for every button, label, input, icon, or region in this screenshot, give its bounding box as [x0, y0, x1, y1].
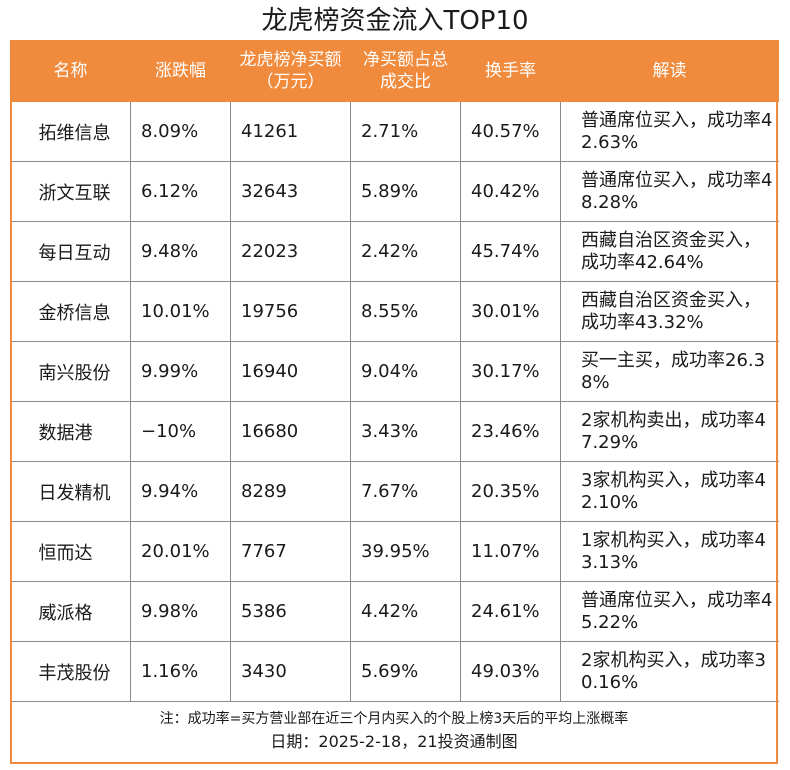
- change-pct: 1.16%: [130, 641, 231, 702]
- stock-name: 每日互动: [10, 221, 131, 282]
- stock-name: 威派格: [10, 581, 131, 642]
- date-source-line: 日期：2025-2-18，21投资通制图: [270, 732, 518, 751]
- turnover-rate: 40.42%: [460, 161, 561, 222]
- interpretation: 2家机构卖出，成功率47.29%: [560, 401, 779, 462]
- net-buy-ratio: 5.69%: [350, 641, 461, 702]
- table-row: 拓维信息 8.09% 41261 2.71% 40.57% 普通席位买入，成功率…: [10, 101, 779, 162]
- turnover-rate: 23.46%: [460, 401, 561, 462]
- net-buy: 7767: [230, 521, 351, 582]
- stock-name: 丰茂股份: [10, 641, 131, 702]
- page-title: 龙虎榜资金流入TOP10: [261, 6, 529, 36]
- table-header-row: 名称 涨跌幅 龙虎榜净买额（万元） 净买额占总成交比 换手率 解读: [10, 40, 779, 102]
- net-buy-ratio: 5.89%: [350, 161, 461, 222]
- table-row: 浙文互联 6.12% 32643 5.89% 40.42% 普通席位买入，成功率…: [10, 161, 779, 222]
- turnover-rate: 40.57%: [460, 101, 561, 162]
- turnover-rate: 45.74%: [460, 221, 561, 282]
- net-buy-ratio: 7.67%: [350, 461, 461, 522]
- column-header: 解读: [560, 40, 779, 102]
- stock-name: 数据港: [10, 401, 131, 462]
- net-buy: 16940: [230, 341, 351, 402]
- interpretation: 普通席位买入，成功率48.28%: [560, 161, 779, 222]
- net-buy: 16680: [230, 401, 351, 462]
- net-buy-ratio: 9.04%: [350, 341, 461, 402]
- turnover-rate: 20.35%: [460, 461, 561, 522]
- change-pct: 8.09%: [130, 101, 231, 162]
- turnover-rate: 11.07%: [460, 521, 561, 582]
- net-buy: 32643: [230, 161, 351, 222]
- net-buy-ratio: 39.95%: [350, 521, 461, 582]
- column-header: 名称: [10, 40, 131, 102]
- turnover-rate: 49.03%: [460, 641, 561, 702]
- net-buy: 19756: [230, 281, 351, 342]
- change-pct: −10%: [130, 401, 231, 462]
- stock-name: 南兴股份: [10, 341, 131, 402]
- turnover-rate: 30.17%: [460, 341, 561, 402]
- table-row: 数据港 −10% 16680 3.43% 23.46% 2家机构卖出，成功率47…: [10, 401, 779, 462]
- table-row: 丰茂股份 1.16% 3430 5.69% 49.03% 2家机构买入，成功率3…: [10, 641, 779, 702]
- net-buy-ratio: 2.71%: [350, 101, 461, 162]
- change-pct: 9.99%: [130, 341, 231, 402]
- change-pct: 10.01%: [130, 281, 231, 342]
- interpretation: 1家机构买入，成功率43.13%: [560, 521, 779, 582]
- interpretation: 2家机构买入，成功率30.16%: [560, 641, 779, 702]
- column-header: 净买额占总成交比: [350, 40, 461, 102]
- net-buy: 41261: [230, 101, 351, 162]
- stock-name: 拓维信息: [10, 101, 131, 162]
- interpretation: 3家机构买入，成功率42.10%: [560, 461, 779, 522]
- table-footer: 注：成功率=买方营业部在近三个月内买入的个股上榜3天后的平均上涨概率 日期：20…: [10, 702, 778, 754]
- stock-name: 恒而达: [10, 521, 131, 582]
- data-table: 名称 涨跌幅 龙虎榜净买额（万元） 净买额占总成交比 换手率 解读 拓维信息 8…: [10, 40, 779, 702]
- table-row: 金桥信息 10.01% 19756 8.55% 30.01% 西藏自治区资金买入…: [10, 281, 779, 342]
- change-pct: 9.98%: [130, 581, 231, 642]
- turnover-rate: 30.01%: [460, 281, 561, 342]
- table-row: 日发精机 9.94% 8289 7.67% 20.35% 3家机构买入，成功率4…: [10, 461, 779, 522]
- table-row: 恒而达 20.01% 7767 39.95% 11.07% 1家机构买入，成功率…: [10, 521, 779, 582]
- net-buy-ratio: 4.42%: [350, 581, 461, 642]
- footnote: 注：成功率=买方营业部在近三个月内买入的个股上榜3天后的平均上涨概率: [159, 711, 629, 727]
- change-pct: 6.12%: [130, 161, 231, 222]
- table-row: 南兴股份 9.99% 16940 9.04% 30.17% 买一主买，成功率26…: [10, 341, 779, 402]
- turnover-rate: 24.61%: [460, 581, 561, 642]
- table-frame: [10, 40, 778, 764]
- change-pct: 9.94%: [130, 461, 231, 522]
- net-buy: 3430: [230, 641, 351, 702]
- net-buy: 8289: [230, 461, 351, 522]
- interpretation: 西藏自治区资金买入，成功率43.32%: [560, 281, 779, 342]
- change-pct: 20.01%: [130, 521, 231, 582]
- column-header: 换手率: [460, 40, 561, 102]
- interpretation: 买一主买，成功率26.38%: [560, 341, 779, 402]
- net-buy-ratio: 2.42%: [350, 221, 461, 282]
